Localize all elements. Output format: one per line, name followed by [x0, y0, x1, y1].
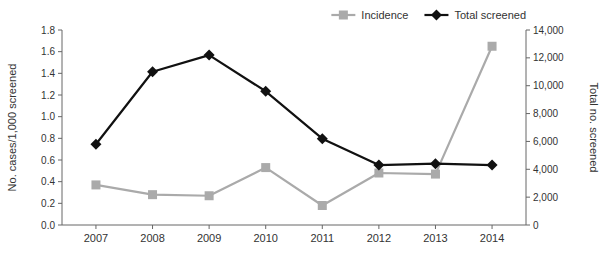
x-axis-line [62, 225, 526, 226]
series-marker [205, 191, 214, 200]
legend-marker [339, 11, 348, 20]
y2-tick [526, 57, 530, 58]
y-tick [58, 225, 62, 226]
y2-tick-label: 14,000 [533, 25, 564, 36]
series-marker [90, 139, 101, 150]
chart: 2007 2008 2009 2010 2011 2012 2013 2014 0.0 0.2 0.… [0, 0, 600, 257]
series-marker [260, 86, 271, 97]
y2-tick-label: 10,000 [533, 80, 564, 91]
y-tick-label: 0.2 [41, 198, 55, 209]
x-tick-label: 2011 [310, 232, 334, 244]
y-axis-title: No. cases/1,000 screened [6, 64, 18, 192]
legend: Incidence Total screened [331, 9, 526, 21]
y2-tick [526, 197, 530, 198]
y-tick-label: 0.0 [41, 220, 55, 231]
y2-tick-label: 6,000 [533, 136, 558, 147]
series-marker [488, 42, 497, 51]
y-tick [58, 95, 62, 96]
y-tick [58, 160, 62, 161]
y2-tick [526, 85, 530, 86]
y-tick-label: 0.6 [41, 155, 55, 166]
y-tick-label: 0.4 [41, 176, 55, 187]
legend-item: Total screened [424, 9, 526, 21]
x-tick-label: 2012 [367, 232, 391, 244]
y2-tick-label: 8,000 [533, 108, 558, 119]
y2-axis-title: Total no. screened [588, 83, 600, 173]
legend-label: Total screened [454, 9, 526, 21]
series-marker [431, 170, 440, 179]
y-tick-label: 0.8 [41, 133, 55, 144]
y-tick-label: 1.8 [41, 25, 55, 36]
y-tick-label: 1.2 [41, 90, 55, 101]
y2-tick [526, 30, 530, 31]
x-tick [152, 225, 153, 229]
x-tick-label: 2014 [480, 232, 504, 244]
y-tick [58, 138, 62, 139]
x-tick-label: 2013 [423, 232, 447, 244]
x-tick [265, 225, 266, 229]
x-tick [322, 225, 323, 229]
y-tick [58, 203, 62, 204]
y2-tick-label: 0 [533, 220, 539, 231]
y-tick [58, 73, 62, 74]
x-tick [435, 225, 436, 229]
y2-tick [526, 225, 530, 226]
y-tick [58, 181, 62, 182]
series-marker [430, 158, 441, 169]
x-tick [378, 225, 379, 229]
legend-label: Incidence [361, 9, 408, 21]
series-marker [204, 50, 215, 61]
y-tick [58, 116, 62, 117]
y-tick [58, 51, 62, 52]
y2-tick [526, 113, 530, 114]
y-tick [58, 30, 62, 31]
series-marker [91, 180, 100, 189]
series-marker [261, 163, 270, 172]
x-tick-label: 2008 [140, 232, 164, 244]
y-tick-label: 1.4 [41, 68, 55, 79]
legend-marker [431, 10, 442, 21]
y2-axis-line [526, 30, 527, 225]
plot-area [90, 42, 497, 210]
series-marker [487, 160, 498, 171]
y2-tick-label: 12,000 [533, 52, 564, 63]
series-marker [317, 133, 328, 144]
y-axis-line [62, 30, 63, 225]
y2-tick-label: 4,000 [533, 164, 558, 175]
x-tick [95, 225, 96, 229]
x-tick-label: 2010 [253, 232, 277, 244]
x-tick-label: 2009 [197, 232, 221, 244]
y-tick-label: 1.6 [41, 46, 55, 57]
x-tick [209, 225, 210, 229]
y-tick-label: 1.0 [41, 111, 55, 122]
y2-tick [526, 141, 530, 142]
series-line [96, 46, 492, 205]
x-tick-label: 2007 [84, 232, 108, 244]
series-marker [373, 160, 384, 171]
series-marker [318, 201, 327, 210]
series-marker [148, 190, 157, 199]
y2-tick-label: 2,000 [533, 192, 558, 203]
series-line [96, 55, 492, 165]
x-tick [492, 225, 493, 229]
y2-tick [526, 169, 530, 170]
legend-item: Incidence [331, 9, 408, 21]
series-marker [147, 66, 158, 77]
